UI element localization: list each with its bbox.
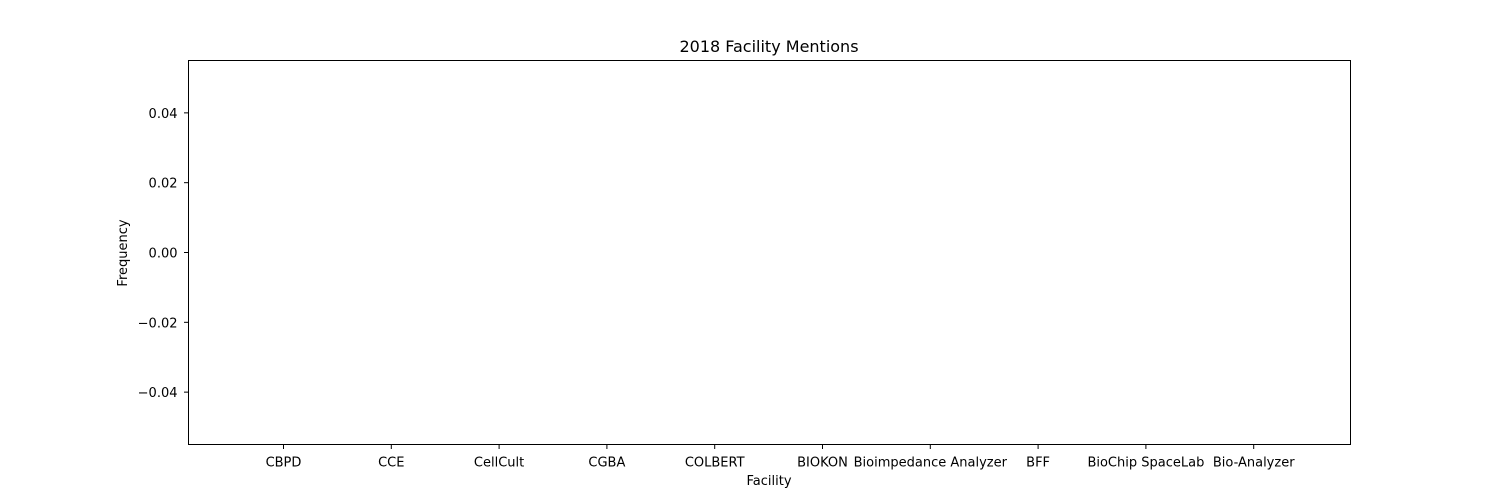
y-tick-label: −0.02	[138, 316, 178, 331]
x-tick-label: CellCult	[474, 456, 524, 471]
x-tick-label: CBPD	[266, 456, 302, 471]
x-tick-label: CCE	[378, 456, 404, 471]
x-tick-label: BIOKON	[797, 456, 848, 471]
x-tick-label: BFF	[1026, 456, 1050, 471]
x-tick-label: Bio-Analyzer	[1213, 456, 1295, 471]
x-tick-label: BioChip SpaceLab	[1087, 456, 1204, 471]
y-tick-label: 0.04	[149, 107, 178, 122]
plot-area-frame	[188, 60, 1351, 445]
y-axis-label: Frequency	[116, 219, 131, 286]
y-tick-label: 0.00	[149, 247, 178, 262]
y-tick-label: 0.02	[149, 177, 178, 192]
x-tick-label: Bioimpedance Analyzer	[854, 456, 1008, 471]
x-axis-ticks: CBPD CCE CellCult CGBA COLBERT BIOKON Bioimped…	[266, 444, 1295, 471]
chart-title: 2018 Facility Mentions	[679, 37, 858, 56]
x-tick-label: CGBA	[588, 456, 625, 471]
y-axis-ticks: −0.04 −0.02 0.00 0.02 0.04	[138, 107, 189, 401]
x-tick-label: COLBERT	[685, 456, 745, 471]
y-tick-label: −0.04	[138, 386, 178, 401]
x-axis-label: Facility	[746, 474, 791, 489]
